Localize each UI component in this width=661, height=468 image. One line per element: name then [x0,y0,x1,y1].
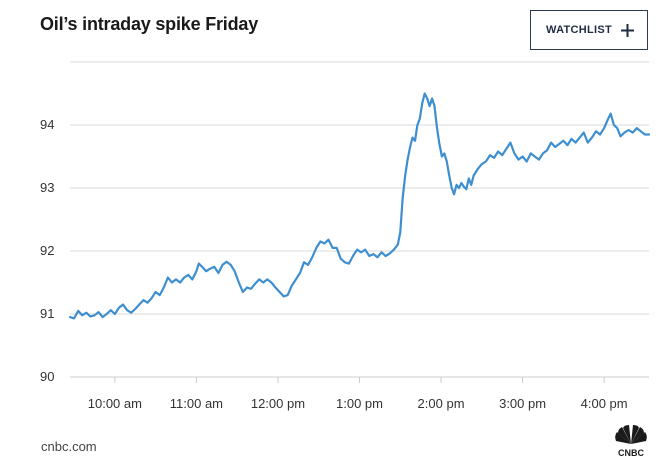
x-tick-label: 1:00 pm [336,396,383,411]
series-line-0 [68,92,651,320]
logo-text: CNBC [618,448,644,458]
y-tick-label: 91 [40,306,55,321]
y-tick-label: 92 [40,243,55,258]
y-tick-label: 94 [40,117,55,132]
series-layer [68,92,651,320]
x-tick-label: 3:00 pm [499,396,547,411]
plus-icon [621,24,634,37]
watchlist-button[interactable]: WATCHLIST [530,10,648,50]
x-tick-label: 11:00 am [169,396,224,411]
y-tick-label: 90 [40,369,55,384]
x-tick-label: 12:00 pm [250,396,306,411]
x-tick-label: 2:00 pm [417,396,465,411]
x-tick-label: 10:00 am [87,396,142,411]
x-axis [70,376,649,383]
cnbc-peacock-icon: CNBC [615,425,647,458]
source-label: cnbc.com [41,439,97,454]
x-tick-label: 4:00 pm [580,396,628,411]
watchlist-label: WATCHLIST [546,24,613,36]
chart-title: Oil’s intraday spike Friday [40,14,259,34]
y-tick-label: 93 [40,180,55,195]
grid-lines [70,61,649,378]
